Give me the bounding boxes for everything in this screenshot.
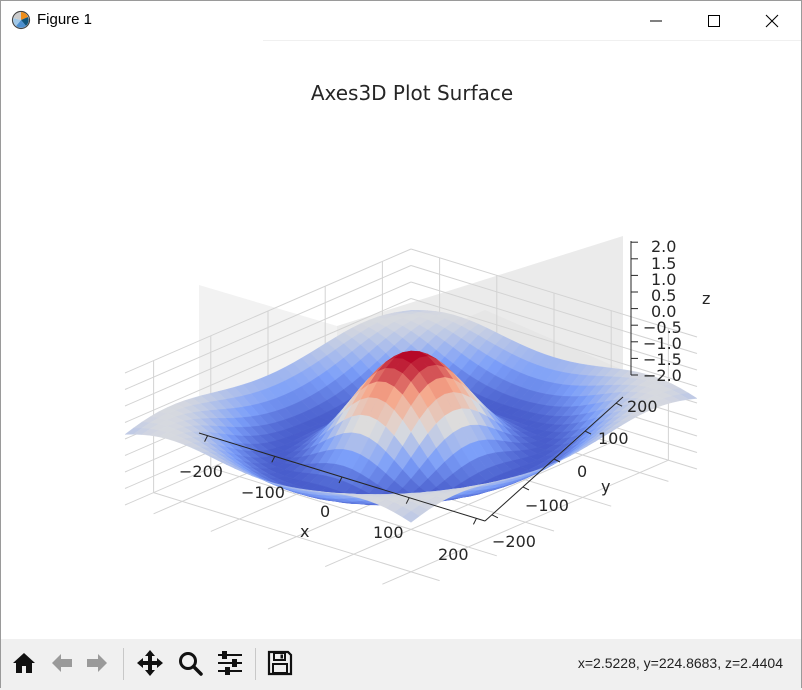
z-tick-label: 1.0	[651, 270, 677, 289]
toolbar-separator	[123, 648, 124, 680]
maximize-button[interactable]	[685, 1, 743, 40]
tick-mark	[271, 456, 276, 463]
tick-mark	[338, 476, 343, 484]
x-axis-label: x	[300, 522, 310, 541]
y-tick-label: 100	[598, 429, 629, 448]
arrow-right-icon	[87, 654, 107, 672]
window-title: Figure 1	[37, 11, 93, 28]
sliders-icon	[218, 651, 242, 675]
arrow-left-icon	[52, 654, 72, 672]
grid-line	[410, 265, 698, 354]
navigation-toolbar: x=2.5228, y=224.8683, z=2.4404	[1, 639, 801, 689]
y-tick-label: −200	[492, 532, 536, 551]
z-tick-label: −0.5	[643, 318, 682, 337]
z-tick-label: 0.5	[651, 286, 677, 305]
grid-line	[124, 265, 412, 390]
grid-line	[124, 248, 412, 374]
configure-subplots-button[interactable]	[213, 646, 247, 680]
y-tick-label: 0	[577, 462, 588, 481]
pan-button[interactable]	[133, 646, 167, 680]
grid-line	[325, 442, 612, 568]
forward-button[interactable]	[80, 646, 114, 680]
tick-marks	[204, 241, 638, 525]
z-tick-label: −1.5	[643, 350, 682, 369]
x-tick-label: 0	[320, 502, 331, 521]
tick-mark	[491, 514, 499, 519]
tick-mark	[584, 430, 592, 435]
back-button[interactable]	[45, 646, 79, 680]
z-axis-label: z	[702, 289, 711, 308]
floppy-disk-icon	[267, 650, 293, 676]
minimize-icon	[650, 20, 662, 21]
tick-mark	[204, 435, 209, 442]
title-bar[interactable]: Figure 1	[1, 1, 801, 40]
window-bottom-edge	[0, 688, 802, 690]
matplotlib-icon	[11, 10, 31, 30]
tick-mark	[615, 402, 623, 407]
x-tick-label: 100	[373, 523, 404, 542]
surface-plot[interactable]	[1, 41, 801, 639]
grid-line	[382, 459, 669, 585]
home-icon	[13, 653, 35, 673]
tick-mark	[472, 518, 477, 525]
magnifier-icon	[179, 652, 203, 676]
tick-mark	[405, 497, 410, 504]
maximize-icon	[708, 14, 720, 27]
y-tick-label: −100	[525, 496, 569, 515]
grid-line	[410, 298, 698, 387]
grid-line	[124, 281, 412, 407]
grid-line	[410, 248, 698, 338]
x-tick-label: −100	[241, 483, 285, 502]
move-icon	[137, 650, 163, 676]
tick-mark	[522, 486, 530, 491]
z-tick-label: −2.0	[643, 366, 682, 385]
cursor-coordinates: x=2.5228, y=224.8683, z=2.4404	[577, 655, 783, 671]
tick-mark	[553, 458, 561, 463]
toolbar-separator	[255, 648, 256, 680]
y-tick-label: 200	[627, 397, 658, 416]
save-button[interactable]	[263, 646, 297, 680]
title-separator	[263, 40, 801, 41]
grid-line	[410, 281, 698, 371]
x-tick-label: 200	[438, 545, 469, 564]
home-button[interactable]	[7, 646, 41, 680]
grid-line	[124, 298, 412, 423]
x-tick-label: −200	[179, 462, 223, 481]
minimize-button[interactable]	[627, 1, 685, 40]
surface-mesh	[124, 310, 698, 523]
close-icon	[765, 14, 779, 27]
z-tick-label: 1.5	[651, 254, 677, 273]
close-button[interactable]	[743, 1, 801, 40]
figure-canvas[interactable]: Axes3D Plot Surface −200 −100 0 100 200 …	[1, 41, 801, 639]
y-axis-label: y	[601, 477, 611, 496]
surface-patch	[402, 510, 420, 523]
z-tick-label: 2.0	[651, 237, 677, 256]
chart-title: Axes3D Plot Surface	[310, 81, 514, 105]
z-tick-label: 0.0	[651, 302, 677, 321]
z-tick-label: −1.0	[643, 334, 682, 353]
zoom-button[interactable]	[173, 646, 207, 680]
